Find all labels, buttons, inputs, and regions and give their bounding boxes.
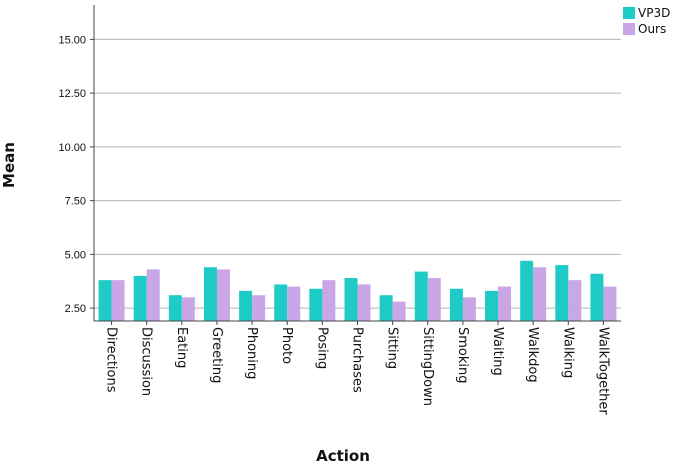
x-category-labels: Directions Discussion Eating Greeting Phonin… (104, 321, 610, 415)
y-tick-label: 5.00 (65, 249, 86, 261)
legend-swatch-vp3d (623, 7, 635, 19)
bar-ours (498, 286, 512, 321)
bar-ours (427, 278, 441, 321)
bar-ours (357, 284, 371, 321)
bar-vp3d (555, 265, 569, 321)
bar-vp3d (133, 275, 147, 321)
bar-vp3d (414, 271, 428, 321)
bar-vp3d (485, 290, 499, 321)
x-category-label: Greeting (209, 327, 224, 383)
bar-vp3d (203, 267, 217, 321)
legend-swatch-ours (623, 23, 635, 35)
bar-ours (216, 269, 230, 321)
bar-ours (392, 301, 406, 321)
bar-ours (252, 295, 266, 321)
legend-label-vp3d: VP3D (638, 6, 670, 20)
y-tick-label: 10.00 (58, 142, 86, 154)
y-tick-label: 15.00 (58, 34, 86, 46)
bar-vp3d (379, 295, 393, 321)
bar-ours (603, 286, 617, 321)
bar-ours (568, 280, 582, 321)
bars (98, 260, 617, 321)
x-category-label: Walkdog (525, 327, 540, 383)
x-category-label: Walking (560, 327, 575, 378)
bar-ours (111, 280, 125, 321)
x-category-label: Phoning (244, 327, 259, 379)
bar-ours (462, 297, 476, 321)
bar-ours (146, 269, 160, 321)
bar-vp3d (520, 260, 534, 321)
legend: VP3D Ours (623, 6, 670, 36)
x-category-label: WalkTogether (595, 327, 610, 415)
legend-label-ours: Ours (638, 22, 666, 36)
bar-ours (322, 280, 336, 321)
y-axis-title: Mean (0, 142, 18, 188)
y-tick-labels: 2.50 5.00 7.50 10.00 12.50 15.00 (58, 34, 86, 315)
bar-vp3d (239, 290, 253, 321)
bar-ours (533, 267, 547, 321)
x-category-label: SittingDown (420, 327, 435, 406)
x-category-label: Posing (314, 327, 329, 369)
x-category-label: Smoking (455, 327, 470, 384)
bar-vp3d (344, 278, 358, 321)
x-category-label: Eating (174, 327, 189, 368)
x-category-label: Purchases (350, 327, 365, 393)
y-tick-label: 7.50 (65, 196, 86, 208)
x-category-label: Directions (104, 327, 119, 393)
x-category-label: Photo (279, 327, 294, 364)
x-axis-title: Action (316, 447, 370, 465)
bar-vp3d (590, 273, 604, 321)
y-tick-label: 12.50 (58, 88, 86, 100)
bar-vp3d (168, 295, 182, 321)
x-category-label: Waiting (490, 327, 505, 376)
y-tick-label: 2.50 (65, 303, 86, 315)
bar-vp3d (98, 280, 112, 321)
x-category-label: Sitting (385, 327, 400, 369)
bar-vp3d (309, 288, 323, 321)
bar-ours (181, 297, 195, 321)
bar-vp3d (449, 288, 463, 321)
x-category-label: Discussion (139, 327, 154, 396)
bar-vp3d (274, 284, 288, 321)
gridlines (90, 38, 621, 309)
bar-ours (287, 286, 301, 321)
